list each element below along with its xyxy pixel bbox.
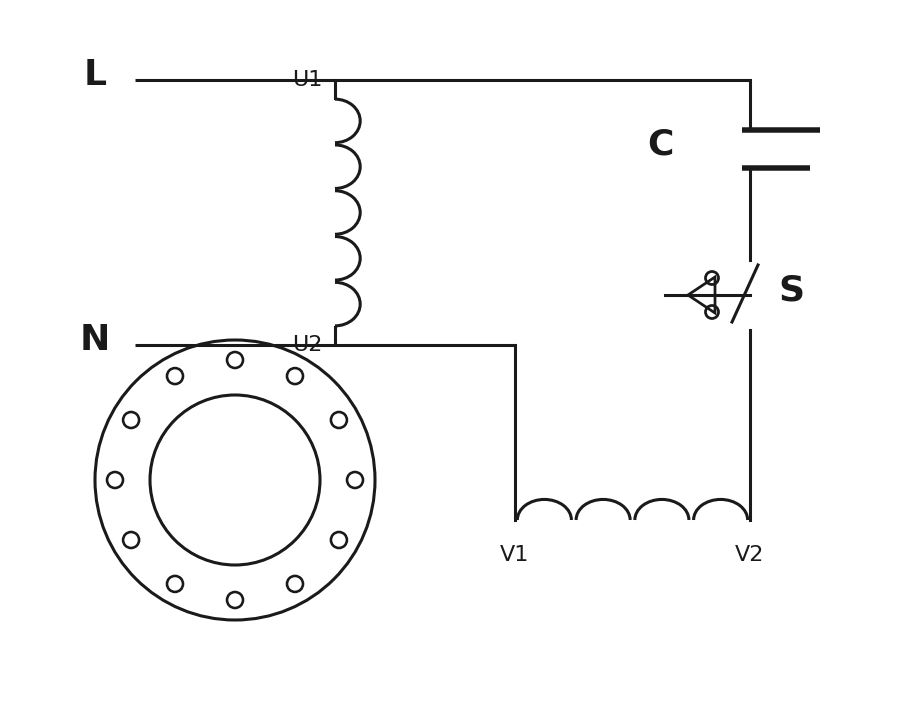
Circle shape (331, 532, 346, 548)
Circle shape (123, 532, 140, 548)
Circle shape (167, 368, 183, 384)
Circle shape (287, 368, 303, 384)
Text: V1: V1 (500, 545, 530, 565)
Circle shape (167, 576, 183, 592)
Circle shape (287, 576, 303, 592)
Circle shape (123, 412, 140, 428)
Text: U1: U1 (292, 70, 323, 90)
Text: U2: U2 (292, 335, 323, 355)
Circle shape (227, 592, 243, 608)
Circle shape (95, 340, 375, 620)
Circle shape (107, 472, 123, 488)
Circle shape (227, 352, 243, 368)
Text: V2: V2 (735, 545, 765, 565)
Circle shape (331, 412, 346, 428)
Text: N: N (80, 323, 110, 357)
Circle shape (347, 472, 363, 488)
Text: S: S (778, 273, 804, 307)
Text: L: L (84, 58, 106, 92)
Text: C: C (647, 127, 673, 161)
Circle shape (150, 395, 320, 565)
